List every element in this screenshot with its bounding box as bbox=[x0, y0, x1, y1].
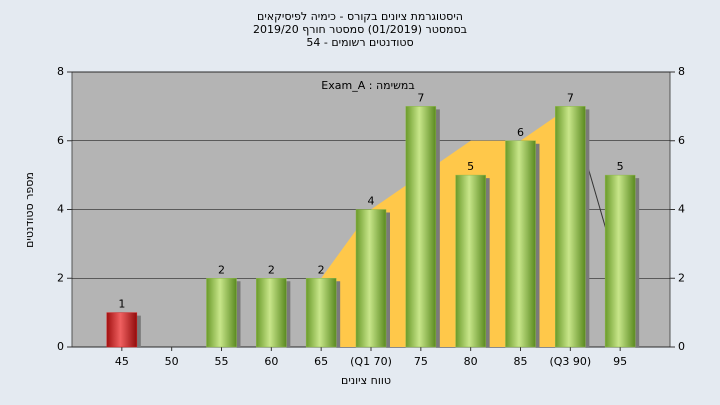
y-tick-label: 4 bbox=[57, 203, 64, 216]
bar bbox=[505, 140, 536, 348]
y-tick-label: 6 bbox=[57, 134, 64, 147]
x-tick-label: 65 bbox=[314, 355, 328, 368]
x-tick-label: 75 bbox=[414, 355, 428, 368]
x-tick-label: 80 bbox=[464, 355, 478, 368]
value-label: 5 bbox=[617, 160, 624, 173]
title-line: סטודנטים רשומים - 54 bbox=[306, 36, 413, 49]
y-tick-label: 2 bbox=[57, 271, 64, 284]
bar bbox=[555, 106, 586, 348]
x-tick-label: 85 bbox=[514, 355, 528, 368]
x-tick-label: 45 bbox=[115, 355, 129, 368]
y-tick-label: 8 bbox=[57, 65, 64, 78]
value-label: 7 bbox=[417, 91, 424, 104]
title-line: בסמסטר (01/2019) סמסטר חורף 2019/20 bbox=[253, 23, 467, 36]
value-label: 6 bbox=[517, 126, 524, 139]
x-tick-label: 55 bbox=[215, 355, 229, 368]
y2-tick-label: 0 bbox=[678, 340, 685, 353]
x-tick-label: (Q1 70) bbox=[350, 355, 392, 368]
value-label: 2 bbox=[268, 263, 275, 276]
value-label: 4 bbox=[368, 195, 375, 208]
value-label: 5 bbox=[467, 160, 474, 173]
x-tick-label: 50 bbox=[165, 355, 179, 368]
y-axis-label: מספר סטודנטים bbox=[23, 172, 36, 248]
title-line: היסטוגרמת ציונים בקורס - כימיה לפיסיקאים bbox=[257, 10, 463, 23]
bar bbox=[256, 278, 287, 348]
bar bbox=[106, 312, 138, 348]
bar bbox=[405, 106, 437, 348]
y2-tick-label: 2 bbox=[678, 271, 685, 284]
value-label: 2 bbox=[218, 263, 225, 276]
bar bbox=[355, 209, 387, 348]
y-tick-label: 0 bbox=[57, 340, 64, 353]
x-axis-label: טווח ציונים bbox=[341, 374, 391, 387]
y2-tick-label: 4 bbox=[678, 203, 685, 216]
bar bbox=[455, 174, 486, 348]
bar bbox=[305, 278, 337, 348]
value-label: 1 bbox=[118, 298, 125, 311]
value-label: 7 bbox=[567, 91, 574, 104]
y2-tick-label: 8 bbox=[678, 65, 685, 78]
bar bbox=[206, 278, 237, 348]
bar bbox=[604, 174, 636, 348]
annotation: במשימה : Exam_A bbox=[321, 79, 414, 92]
x-tick-label: (Q3 90) bbox=[549, 355, 591, 368]
x-tick-label: 95 bbox=[613, 355, 627, 368]
y2-tick-label: 6 bbox=[678, 134, 685, 147]
x-tick-label: 60 bbox=[264, 355, 278, 368]
value-label: 2 bbox=[318, 263, 325, 276]
